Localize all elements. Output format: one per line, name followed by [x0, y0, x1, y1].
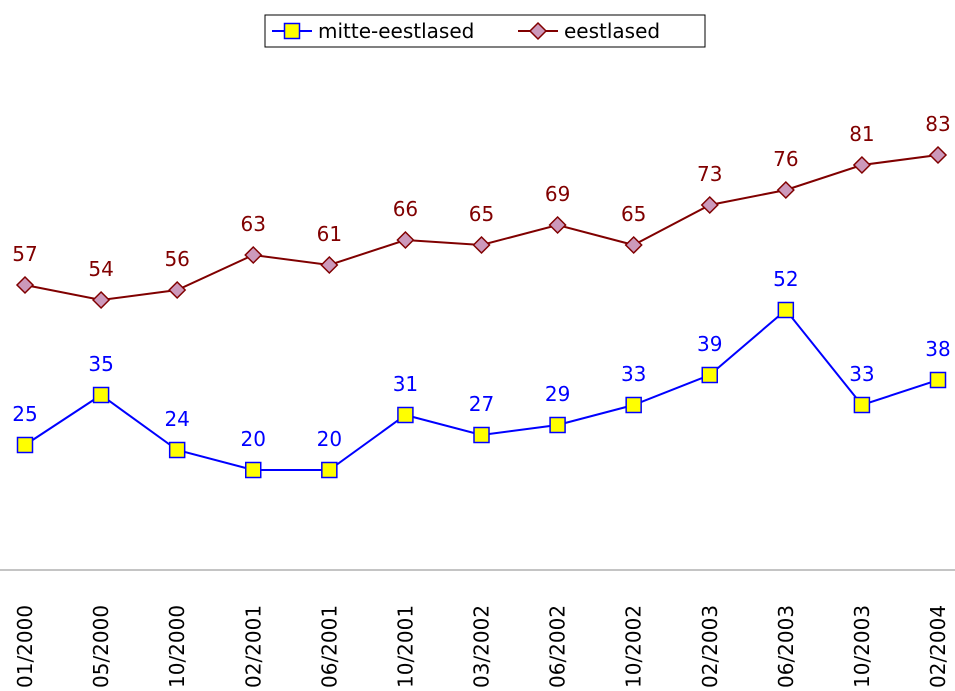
data-label: 73	[697, 162, 722, 186]
data-label: 65	[469, 202, 494, 226]
data-point	[549, 416, 566, 434]
data-point	[928, 145, 948, 165]
data-label: 38	[925, 337, 950, 361]
data-label: 69	[545, 182, 570, 206]
data-point	[15, 275, 35, 295]
data-label: 66	[393, 197, 418, 221]
legend: mitte-eestlased eestlased	[264, 14, 706, 48]
x-tick-label: 01/2000	[13, 605, 37, 688]
data-point	[92, 290, 111, 310]
data-label: 81	[849, 122, 874, 146]
data-label: 39	[697, 332, 722, 356]
series-line	[24, 154, 939, 302]
data-point	[852, 155, 871, 175]
data-point	[777, 301, 795, 319]
data-point	[397, 406, 414, 424]
data-label: 54	[88, 257, 113, 281]
x-tick-label: 05/2000	[89, 605, 113, 688]
legend-marker	[283, 22, 301, 40]
data-point	[776, 180, 795, 200]
legend-marker	[528, 21, 548, 41]
data-point	[625, 396, 642, 414]
data-label: 56	[164, 247, 189, 271]
data-label: 29	[545, 382, 570, 406]
data-label: 61	[317, 222, 342, 246]
data-point	[320, 255, 339, 275]
data-point	[701, 366, 718, 384]
data-label: 76	[773, 147, 798, 171]
x-tick-label: 02/2003	[698, 605, 722, 688]
x-tick-label: 10/2002	[622, 605, 646, 688]
x-tick-label: 10/2001	[393, 605, 417, 688]
data-point	[321, 461, 338, 479]
series-line	[24, 308, 939, 471]
data-label: 20	[241, 427, 266, 451]
x-tick-label: 06/2003	[774, 605, 798, 688]
data-label: 83	[925, 112, 950, 136]
x-tick-label: 06/2001	[317, 605, 341, 688]
data-label: 20	[317, 427, 342, 451]
x-tick-label: 03/2002	[470, 605, 494, 688]
data-point	[700, 195, 719, 215]
x-tick-label: 06/2002	[546, 605, 570, 688]
data-point	[853, 396, 871, 414]
data-point	[472, 235, 491, 255]
legend-box	[264, 14, 706, 48]
data-point	[624, 235, 643, 255]
data-label: 33	[621, 362, 646, 386]
x-tick-label: 10/2000	[165, 605, 189, 688]
x-tick-label: 02/2001	[241, 605, 265, 688]
x-tick-label: 02/2004	[926, 605, 950, 688]
data-label: 57	[12, 242, 37, 266]
legend-label: eestlased	[564, 19, 660, 43]
data-point	[396, 230, 415, 250]
x-tick-label: 10/2003	[850, 605, 874, 688]
data-point	[168, 280, 187, 300]
data-point	[473, 426, 490, 444]
data-label: 52	[773, 267, 798, 291]
legend-label: mitte-eestlased	[318, 19, 474, 43]
data-label: 65	[621, 202, 646, 226]
data-point	[168, 441, 186, 459]
data-label: 27	[469, 392, 494, 416]
data-point	[548, 215, 567, 235]
data-label: 63	[241, 212, 266, 236]
data-label: 31	[393, 372, 418, 396]
data-label: 35	[88, 352, 113, 376]
data-label: 24	[164, 407, 189, 431]
data-point	[92, 386, 110, 404]
data-point	[929, 371, 947, 389]
data-label: 33	[849, 362, 874, 386]
data-point	[244, 245, 263, 265]
data-point	[16, 436, 34, 454]
data-label: 25	[12, 402, 37, 426]
data-point	[245, 461, 262, 479]
